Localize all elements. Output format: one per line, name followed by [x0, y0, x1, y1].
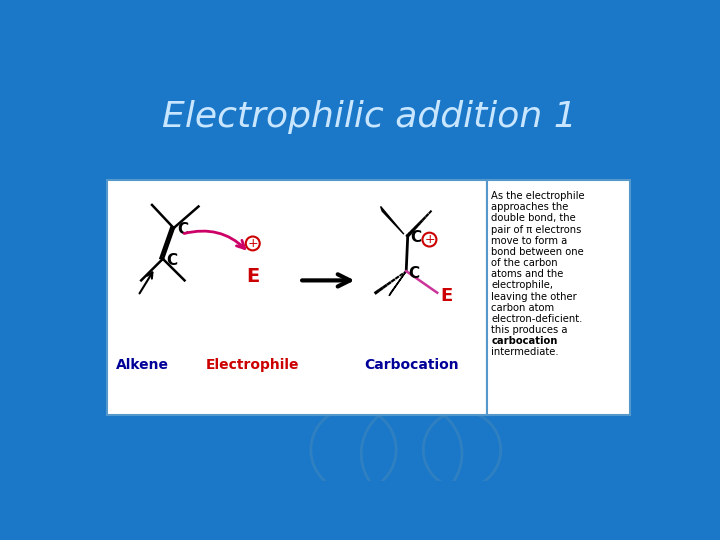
- Text: move to form a: move to form a: [492, 236, 567, 246]
- Text: Electrophile: Electrophile: [206, 358, 300, 372]
- Text: carbocation: carbocation: [492, 336, 558, 346]
- Text: C: C: [177, 222, 188, 237]
- Text: Electrophilic addition 1: Electrophilic addition 1: [161, 100, 577, 134]
- Text: bond between one: bond between one: [492, 247, 584, 257]
- Text: C: C: [166, 253, 177, 268]
- Text: Carbocation: Carbocation: [364, 358, 459, 372]
- Text: carbon atom: carbon atom: [492, 303, 554, 313]
- Bar: [107, 180, 487, 415]
- Polygon shape: [389, 271, 406, 296]
- Text: this produces a: this produces a: [492, 325, 568, 335]
- Polygon shape: [381, 206, 404, 234]
- FancyArrowPatch shape: [184, 231, 245, 248]
- Text: C: C: [408, 266, 420, 281]
- Text: electrophile,: electrophile,: [492, 280, 554, 291]
- Bar: [487, 180, 630, 415]
- Text: electron-deficient.: electron-deficient.: [492, 314, 582, 324]
- Text: approaches the: approaches the: [492, 202, 569, 212]
- Text: intermediate.: intermediate.: [492, 347, 559, 357]
- Text: +: +: [424, 233, 435, 246]
- Text: E: E: [246, 267, 259, 286]
- Text: leaving the other: leaving the other: [492, 292, 577, 301]
- Text: pair of π electrons: pair of π electrons: [492, 225, 582, 234]
- Text: E: E: [441, 287, 453, 305]
- Text: double bond, the: double bond, the: [492, 213, 576, 224]
- Text: atoms and the: atoms and the: [492, 269, 564, 279]
- Text: As the electrophile: As the electrophile: [492, 191, 585, 201]
- Text: C: C: [410, 230, 421, 245]
- Text: +: +: [248, 237, 258, 250]
- Text: of the carbon: of the carbon: [492, 258, 558, 268]
- Text: Alkene: Alkene: [116, 358, 169, 372]
